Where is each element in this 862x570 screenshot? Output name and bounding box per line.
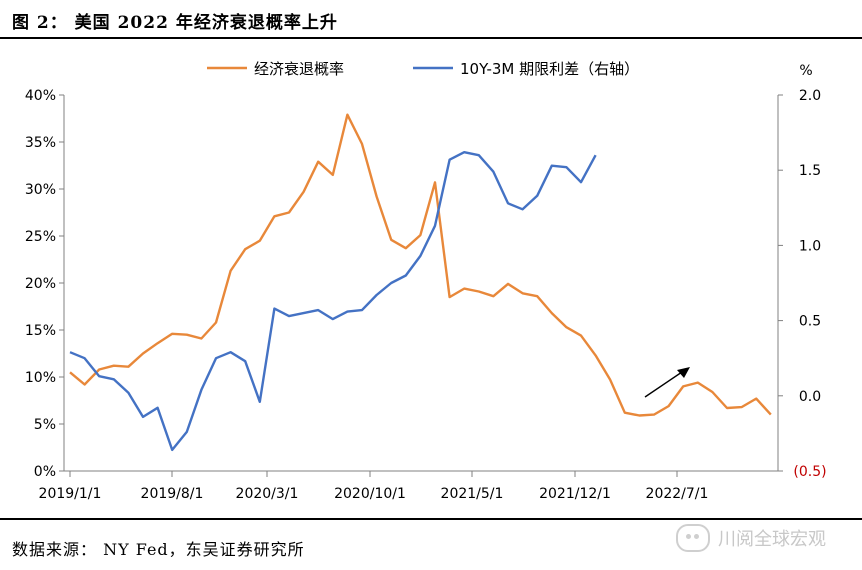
x-tick-label: 2022/7/1 bbox=[646, 486, 709, 502]
figure-title: 图 2： 美国 2022 年经济衰退概率上升 bbox=[12, 13, 338, 33]
left-tick-label: 25% bbox=[25, 229, 56, 245]
left-tick-label: 15% bbox=[25, 323, 56, 339]
bottom-rule bbox=[0, 518, 862, 520]
term-spread-line bbox=[69, 150, 597, 452]
right-tick-label: 1.0 bbox=[799, 238, 821, 254]
right-tick-label: 0.5 bbox=[799, 314, 821, 330]
x-tick-label: 2020/10/1 bbox=[334, 486, 406, 502]
left-tick-label: 30% bbox=[25, 182, 56, 198]
legend: 经济衰退概率 10Y-3M 期限利差（右轴） bbox=[207, 60, 639, 78]
x-tick-label: 2021/12/1 bbox=[539, 486, 611, 502]
left-tick-label: 20% bbox=[25, 276, 56, 292]
top-rule bbox=[0, 37, 862, 39]
wechat-icon bbox=[676, 524, 710, 552]
trend-arrow-shaft bbox=[644, 371, 683, 398]
axes-layer: 0% 5% 10% 15% 20% 25% 30% 35% 40% (0.5) 0.0 0.5 1.0 1… bbox=[25, 63, 827, 502]
right-tick-label: 2.0 bbox=[799, 88, 821, 104]
trend-arrow-head bbox=[677, 367, 690, 378]
legend-label: 10Y-3M 期限利差（右轴） bbox=[460, 60, 639, 78]
left-tick-label: 5% bbox=[34, 417, 56, 433]
recession-probability-line bbox=[69, 113, 772, 417]
watermark: 川阅全球宏观 bbox=[676, 524, 826, 552]
x-tick-label: 2019/8/1 bbox=[141, 486, 204, 502]
x-tick-label: 2019/1/1 bbox=[39, 486, 102, 502]
annotation-layer bbox=[644, 367, 690, 398]
right-tick-label: 0.0 bbox=[799, 389, 821, 405]
x-tick-label: 2021/5/1 bbox=[441, 486, 504, 502]
series-layer bbox=[69, 113, 772, 452]
right-axis-unit: % bbox=[799, 63, 812, 79]
legend-label: 经济衰退概率 bbox=[254, 60, 344, 78]
source-note: 数据来源： NY Fed，东吴证券研究所 bbox=[12, 540, 305, 559]
x-tick-label: 2020/3/1 bbox=[236, 486, 299, 502]
left-tick-label: 0% bbox=[34, 464, 56, 480]
right-tick-label: (0.5) bbox=[793, 464, 826, 480]
left-tick-label: 40% bbox=[25, 88, 56, 104]
watermark-text: 川阅全球宏观 bbox=[718, 529, 826, 550]
left-tick-label: 10% bbox=[25, 370, 56, 386]
right-tick-label: 1.5 bbox=[799, 163, 821, 179]
left-tick-label: 35% bbox=[25, 135, 56, 151]
